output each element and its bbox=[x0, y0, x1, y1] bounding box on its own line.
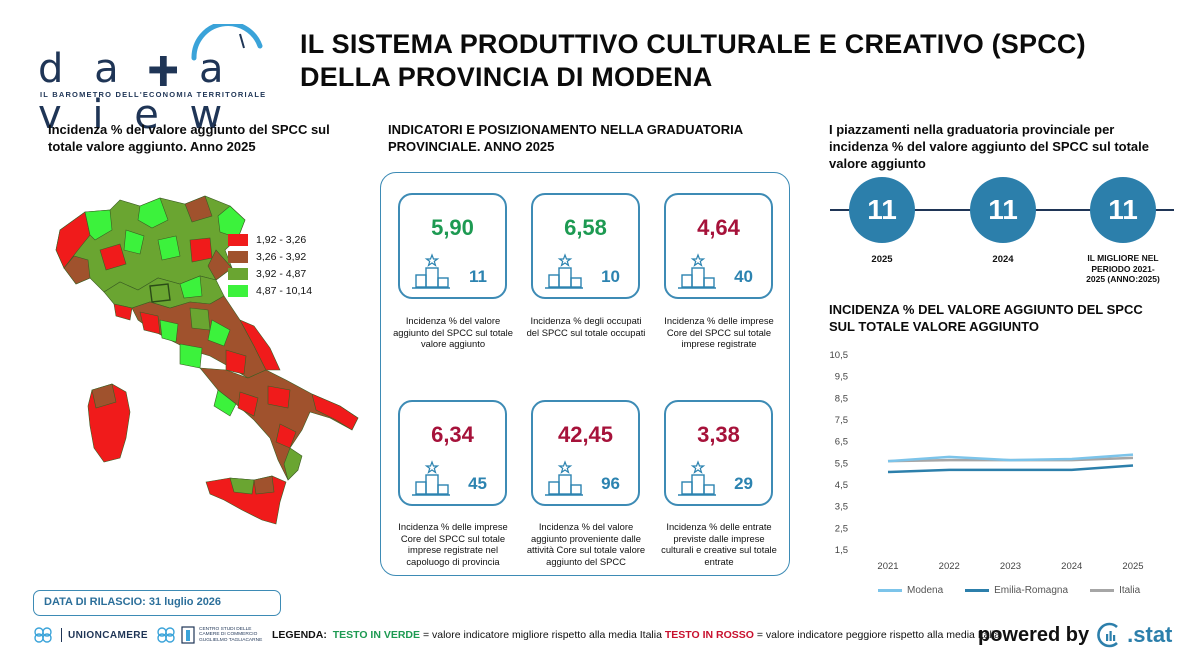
podium-icon bbox=[677, 461, 716, 496]
dataview-logo: d a a v i e w IL BAROMETRO DELL'ECONOMIA… bbox=[38, 24, 278, 138]
indicator-card: 6,58 10 bbox=[531, 193, 640, 299]
legend-swatch bbox=[228, 234, 248, 246]
legend-swatch bbox=[228, 268, 248, 280]
indicator-card: 4,64 40 bbox=[664, 193, 773, 299]
indicator-description: Incidenza % delle imprese Core del SPCC … bbox=[398, 521, 508, 567]
x-tick-label: 2023 bbox=[1000, 561, 1021, 572]
legend-line bbox=[1090, 589, 1115, 592]
podium-icon bbox=[544, 461, 583, 496]
podium-icon bbox=[544, 254, 583, 289]
podium-icon bbox=[411, 254, 450, 289]
indicator-value: 3,38 bbox=[697, 422, 740, 447]
indicators-panel bbox=[380, 172, 790, 576]
indicator-rank: 11 bbox=[469, 267, 487, 286]
tagliacarne-t-icon bbox=[181, 626, 195, 644]
chart-legend: Modena Emilia-Romagna Italia bbox=[878, 585, 1162, 596]
tagliacarne-logo: CENTRO STUDI DELLE CAMERE DI COMMERCIO G… bbox=[156, 626, 262, 644]
podium-icon bbox=[677, 254, 716, 289]
indicator-value: 6,58 bbox=[564, 215, 607, 240]
map-legend: 1,92 - 3,26 3,26 - 3,92 3,92 - 4,87 4,87… bbox=[228, 232, 312, 300]
unioncamere-logo: UNIONCAMERE bbox=[33, 626, 148, 644]
y-tick-label: 1,5 bbox=[835, 545, 848, 556]
indicator-description: Incidenza % del valore aggiunto provenie… bbox=[526, 521, 646, 567]
indicator-value: 5,90 bbox=[431, 215, 474, 240]
y-tick-label: 5,5 bbox=[835, 458, 848, 469]
placement-label: 2025 bbox=[871, 254, 893, 265]
x-tick-label: 2024 bbox=[1061, 561, 1082, 572]
y-tick-label: 9,5 bbox=[835, 372, 848, 383]
indicator-value: 6,34 bbox=[431, 422, 474, 447]
placement-label: IL MIGLIORE NEL PERIODO 2021-2025 (ANNO:… bbox=[1086, 253, 1160, 284]
indicator-description: Incidenza % delle imprese Core del SPCC … bbox=[664, 315, 774, 349]
page-title: IL SISTEMA PRODUTTIVO CULTURALE E CREATI… bbox=[300, 29, 1086, 92]
logo-word: d a a v i e w bbox=[38, 46, 233, 138]
indicator-card: 42,45 96 bbox=[531, 400, 640, 506]
chart-title: INCIDENZA % DEL VALORE AGGIUNTO DEL SPCC… bbox=[829, 302, 1143, 334]
cstat-logo-icon bbox=[1097, 622, 1119, 648]
footer-legend: LEGENDA: TESTO IN VERDE = valore indicat… bbox=[272, 629, 1000, 641]
indicator-rank: 96 bbox=[601, 474, 620, 493]
chart-legend-item: Emilia-Romagna bbox=[965, 585, 1068, 596]
y-tick-label: 2,5 bbox=[835, 523, 848, 534]
italy-provinces-map bbox=[55, 195, 359, 525]
tagliacarne-text: CENTRO STUDI DELLE CAMERE DI COMMERCIO G… bbox=[199, 626, 263, 643]
podium-icon bbox=[411, 461, 450, 496]
indicator-description: Incidenza % del valore aggiunto del SPCC… bbox=[393, 315, 513, 349]
placement-circle: 11 bbox=[1090, 177, 1156, 243]
series-line-emilia-romagna bbox=[887, 464, 1134, 474]
indicator-rank: 10 bbox=[601, 267, 620, 286]
legend-line bbox=[878, 589, 902, 592]
x-tick-label: 2025 bbox=[1122, 561, 1143, 572]
indicator-description: Incidenza % delle entrate previste dalle… bbox=[661, 521, 777, 567]
indicator-card: 3,38 29 bbox=[664, 400, 773, 506]
legend-item: 4,87 - 10,14 bbox=[228, 283, 312, 299]
y-tick-label: 3,5 bbox=[835, 502, 848, 513]
tagliacarne-icon bbox=[157, 627, 175, 643]
chart-legend-item: Italia bbox=[1090, 585, 1140, 596]
unioncamere-icon bbox=[34, 627, 52, 643]
chart-legend-item: Modena bbox=[878, 585, 943, 596]
indicator-value: 42,45 bbox=[557, 422, 614, 447]
placement-circle: 11 bbox=[970, 177, 1036, 243]
y-tick-label: 6,5 bbox=[835, 437, 848, 448]
legend-swatch bbox=[228, 251, 248, 263]
incidence-line-chart: 10,5 9,5 8,5 7,5 6,5 5,5 4,5 3,5 2,5 1,5 2021 2022 2… bbox=[830, 350, 1144, 572]
indicator-value: 4,64 bbox=[697, 215, 740, 240]
indicators-section-title: INDICATORI E POSIZIONAMENTO NELLA GRADUA… bbox=[388, 122, 744, 154]
indicator-rank: 45 bbox=[468, 474, 487, 493]
legend-item: 3,26 - 3,92 bbox=[228, 249, 312, 265]
y-tick-label: 7,5 bbox=[835, 415, 848, 426]
indicator-card: 5,90 11 bbox=[398, 193, 507, 299]
powered-by: powered by .stat bbox=[978, 622, 1173, 648]
indicator-rank: 29 bbox=[734, 474, 753, 493]
series-line-modena bbox=[887, 453, 1134, 463]
x-tick-label: 2022 bbox=[939, 561, 960, 572]
logo-tagline: IL BAROMETRO DELL'ECONOMIA TERRITORIALE bbox=[40, 90, 267, 99]
legend-swatch bbox=[228, 285, 248, 297]
legend-item: 1,92 - 3,26 bbox=[228, 232, 312, 248]
x-tick-label: 2021 bbox=[877, 561, 898, 572]
y-tick-label: 8,5 bbox=[835, 393, 848, 404]
barometer-arc-icon bbox=[191, 24, 263, 61]
map-section-title: Incidenza % del valore aggiunto del SPCC… bbox=[48, 122, 330, 154]
placement-label: 2024 bbox=[992, 254, 1014, 265]
indicator-rank: 40 bbox=[734, 267, 753, 286]
legend-line bbox=[965, 589, 990, 592]
placement-circle: 11 bbox=[849, 177, 915, 243]
placements-section-title: I piazzamenti nella graduatoria provinci… bbox=[829, 122, 1150, 171]
legend-item: 3,92 - 4,87 bbox=[228, 266, 312, 282]
release-date: DATA DI RILASCIO: 31 luglio 2026 bbox=[33, 590, 281, 616]
indicator-description: Incidenza % degli occupati del SPCC sul … bbox=[526, 315, 646, 338]
indicator-card: 6,34 45 bbox=[398, 400, 507, 506]
y-tick-label: 10,5 bbox=[830, 350, 849, 361]
y-tick-label: 4,5 bbox=[835, 480, 848, 491]
